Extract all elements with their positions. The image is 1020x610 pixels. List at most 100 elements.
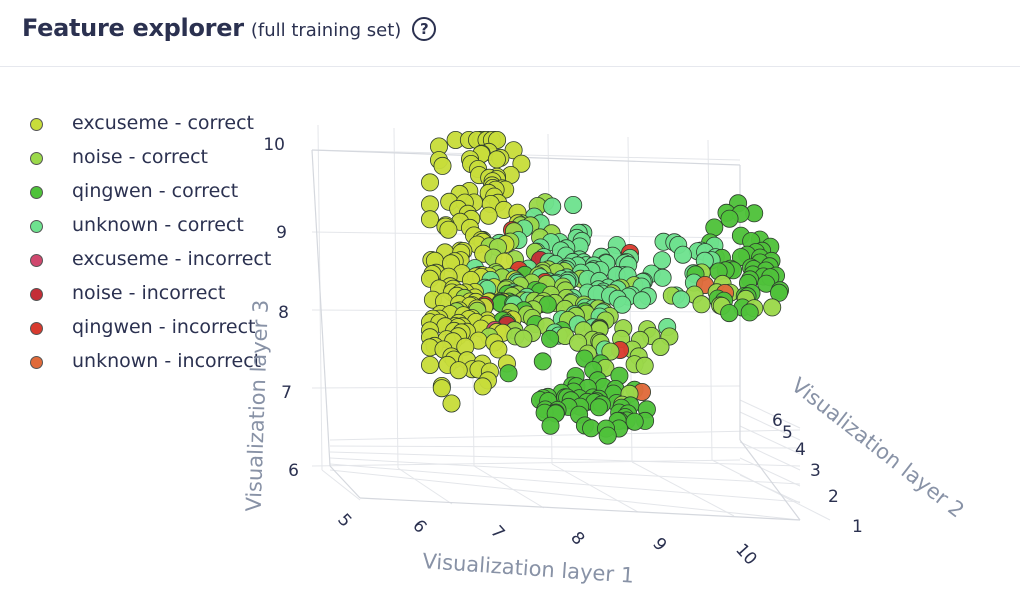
grid-line [311,385,741,389]
legend-swatch [30,254,43,267]
data-point [720,209,739,228]
y-tick-label: 3 [810,461,821,481]
y-tick-label: 4 [795,440,806,460]
x-tick-label: 9 [648,534,670,555]
grid-line [329,445,801,449]
grid-line [551,463,639,513]
data-point [653,268,672,287]
data-point [770,283,789,302]
x-tick-label: 5 [333,510,355,531]
y-tick-label: 1 [852,517,863,537]
data-point [625,412,644,431]
z-tick-label: 7 [281,383,292,403]
data-point [613,295,632,314]
panel-title: Feature explorer (full training set) ? [22,14,437,42]
x-tick-label: 8 [566,528,588,549]
data-point [720,304,739,323]
data-point [432,379,451,398]
data-point [763,298,782,317]
data-point [439,220,458,239]
data-point [487,150,506,169]
data-point [692,295,711,314]
grid-line [311,459,741,467]
data-point [433,156,452,175]
grid-line [359,497,801,521]
z-tick-label: 6 [288,461,299,481]
legend-swatch [30,152,43,165]
legend-swatch [30,118,43,131]
data-point [420,355,439,374]
grid-line [631,461,735,517]
data-point [512,154,531,173]
z-tick-label: 9 [276,223,287,243]
data-point [442,394,461,413]
data-point [533,352,552,371]
data-point [589,398,608,417]
z-tick-label: 10 [263,135,285,155]
grid-line [739,425,801,455]
panel-header: Feature explorer (full training set) ? [0,0,1020,67]
data-point [632,291,651,310]
data-point [653,251,672,270]
grid-line [321,469,361,501]
grid-line [739,399,801,429]
data-point [705,218,724,237]
y-tick-label: 2 [828,487,839,507]
grid-line [311,149,331,467]
legend-label: unknown - incorrect [72,350,262,372]
grid-line [739,411,801,441]
grid-line [473,465,545,509]
grid-line [397,467,453,505]
grid-line [739,474,801,504]
data-point [601,342,620,361]
grid-line [311,149,741,161]
data-point [635,356,654,375]
legend-swatch [30,322,43,335]
grid-line [739,439,801,521]
y-axis-title: Visualization layer 2 [787,373,969,522]
help-icon[interactable]: ? [412,17,437,41]
grid-line [329,457,801,485]
z-tick-label: 8 [278,303,289,323]
data-point [449,361,468,380]
data-point [499,364,518,383]
x-tick-label: 6 [408,516,430,537]
data-point [479,206,498,225]
data-point [420,210,439,229]
gridlines [311,124,831,521]
data-point [740,303,759,322]
z-axis-title: Visualization layer 3 [242,299,273,512]
legend-label: excuseme - incorrect [72,248,272,270]
data-point [420,173,439,192]
data-point [564,195,583,214]
x-tick-label: 10 [731,540,760,569]
legend-swatch [30,186,43,199]
title-subtitle: (full training set) [250,20,402,41]
data-point [541,329,560,348]
legend-label: noise - correct [72,146,208,168]
x-tick-label: 7 [486,522,508,543]
legend-label: excuseme - correct [72,112,255,134]
grid-line [329,451,801,467]
data-point [489,340,508,359]
legend-label: qingwen - incorrect [72,316,256,338]
grid-line [329,463,801,503]
data-point [514,329,533,348]
grid-line [329,465,361,499]
y-tick-label: 6 [772,411,783,431]
data-point [598,426,617,445]
grid-line [739,457,801,487]
grid-line [393,127,399,469]
legend-label: noise - incorrect [72,282,226,304]
y-tick-label: 5 [782,423,793,443]
x-axis-title: Visualization layer 1 [422,549,635,588]
title-main: Feature explorer [22,14,244,42]
data-point [543,197,562,216]
grid-line [739,441,801,471]
legend-swatch [30,288,43,301]
data-point [672,290,691,309]
legend-swatch [30,220,43,233]
legend-label: qingwen - correct [72,180,239,202]
data-point [473,377,492,396]
